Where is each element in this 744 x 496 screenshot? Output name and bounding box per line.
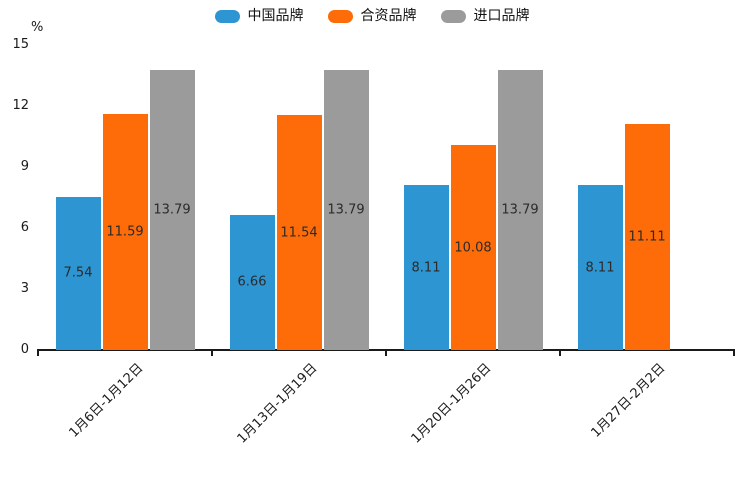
- bar-中国品牌-2: 8.11: [403, 185, 449, 350]
- bar-value-label: 7.54: [63, 265, 93, 281]
- x-category-label: 1月13日-1月19日: [234, 360, 321, 447]
- x-axis-line: [37, 349, 735, 351]
- bar-进口品牌-0: 13.79: [149, 69, 195, 350]
- bar-value-label: 6.66: [237, 274, 267, 290]
- bar-进口品牌-2: 13.79: [497, 69, 543, 350]
- legend: 中国品牌 合资品牌 进口品牌: [0, 8, 744, 24]
- legend-item-2[interactable]: 进口品牌: [440, 8, 530, 24]
- bar-合资品牌-0: 11.59: [102, 114, 148, 350]
- bar-value-label: 8.11: [585, 260, 615, 276]
- bar-value-label: 13.79: [501, 202, 539, 218]
- legend-label: 合资品牌: [360, 8, 417, 24]
- bar-value-label: 11.59: [106, 224, 144, 240]
- bar-value-label: 13.79: [327, 202, 365, 218]
- y-axis-unit-label: %: [31, 20, 44, 35]
- x-axis-tick-mark: [559, 351, 561, 356]
- legend-swatch-icon: [440, 9, 466, 23]
- x-category-label: 1月6日-1月12日: [66, 360, 147, 441]
- legend-label: 进口品牌: [473, 8, 530, 24]
- bar-合资品牌-1: 11.54: [276, 115, 322, 350]
- x-category-label: 1月20日-1月26日: [408, 360, 495, 447]
- bar-合资品牌-3: 11.11: [624, 124, 670, 350]
- bar-中国品牌-3: 8.11: [577, 185, 623, 350]
- legend-item-1[interactable]: 合资品牌: [327, 8, 417, 24]
- bar-value-label: 8.11: [411, 260, 441, 276]
- x-axis-tick-mark: [37, 351, 39, 356]
- legend-label: 中国品牌: [247, 8, 304, 24]
- bar-中国品牌-0: 7.54: [55, 196, 101, 350]
- x-axis-tick-mark: [733, 351, 735, 356]
- y-tick-label: 3: [20, 281, 29, 296]
- bar-value-label: 13.79: [153, 202, 191, 218]
- bar-value-label: 10.08: [454, 240, 492, 255]
- x-axis-tick-mark: [211, 351, 213, 356]
- bar-value-label: 11.54: [280, 225, 318, 241]
- y-tick-label: 6: [20, 220, 29, 235]
- bar-合资品牌-2: 10.08: [450, 145, 496, 350]
- legend-item-0[interactable]: 中国品牌: [214, 8, 304, 24]
- y-tick-label: 15: [12, 37, 29, 52]
- legend-swatch-icon: [327, 9, 353, 23]
- bar-中国品牌-1: 6.66: [229, 214, 275, 350]
- y-tick-label: 0: [20, 342, 29, 357]
- x-category-label: 1月27日-2月2日: [588, 360, 669, 441]
- y-tick-label: 9: [20, 159, 29, 174]
- legend-swatch-icon: [214, 9, 240, 23]
- bar-value-label: 11.11: [628, 229, 666, 245]
- y-tick-label: 12: [12, 98, 29, 113]
- bar-进口品牌-1: 13.79: [323, 69, 369, 350]
- x-axis-tick-mark: [385, 351, 387, 356]
